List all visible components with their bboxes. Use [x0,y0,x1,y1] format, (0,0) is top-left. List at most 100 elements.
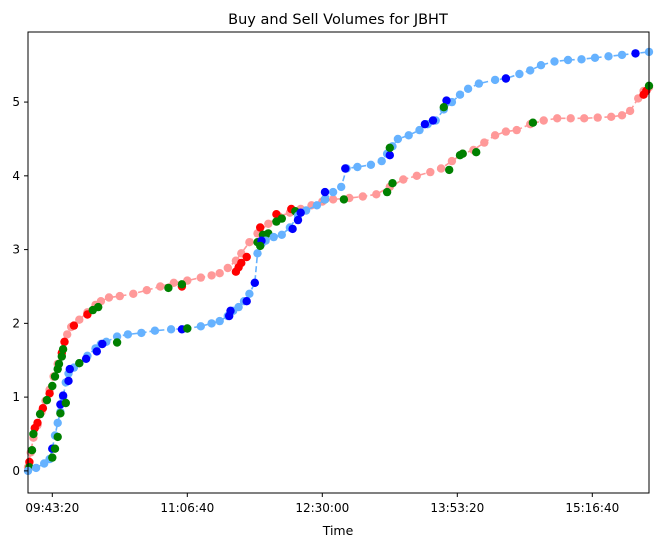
buy-point [215,316,224,326]
buy-blue-point [293,215,303,225]
sell-point [142,286,151,295]
x-tick-label: 12:30:00 [295,501,349,515]
x-axis-label: Time [322,523,354,538]
sell-point [129,289,138,298]
buy-blue-point [226,306,235,315]
buy-blue-point [501,74,511,83]
buy-point [404,131,413,140]
buy-blue-point [385,151,394,160]
y-tick-label: 1 [12,390,20,404]
sell-green-point [94,302,103,312]
buy-green-point [112,338,122,347]
sell-point [436,164,446,173]
sell-red-point [256,223,265,232]
buy-blue-point [65,364,75,374]
sell-point [593,113,602,122]
buy-blue-point [320,187,330,197]
sell-red-point [237,258,246,268]
sell-green-point [277,214,286,223]
buy-blue-point [58,391,68,400]
buy-point [393,134,403,144]
sell-green-point [58,345,68,354]
sell-point [358,192,367,201]
buy-point [112,332,122,341]
sell-green-point [57,352,66,361]
buy-green-point [439,103,448,112]
buy-point [474,79,484,88]
buy-green-point [48,453,57,462]
y-tick-label: 4 [12,169,20,183]
buy-point [123,330,133,339]
sell-point [372,190,381,199]
buy-point [253,249,262,258]
sell-green-point [27,446,37,455]
sell-point [580,114,589,123]
buy-point [366,160,376,169]
sell-green-point [35,409,45,419]
buy-point [563,55,573,65]
sell-point [412,171,421,180]
sell-point [480,138,489,147]
sell-point [115,291,125,301]
buy-green-point [385,143,394,152]
sell-point [607,112,616,122]
buy-point [245,289,254,298]
buy-point [526,66,535,75]
sell-point [75,315,84,324]
sell-green-point [382,187,392,197]
buy-blue-point [420,120,430,129]
y-tick-label: 5 [12,95,20,109]
buy-point [577,55,586,64]
plot-frame [27,31,650,494]
sell-green-point [388,179,397,188]
sell-point [426,167,435,177]
buy-point [463,84,473,94]
buy-blue-point [288,224,297,234]
buy-point [328,187,338,197]
sell-point [501,127,511,136]
buy-point [207,319,216,328]
buy-green-point [75,359,84,368]
buy-green-point [61,398,70,408]
sell-point [399,175,408,184]
buy-green-point [53,432,62,442]
buy-point [53,418,62,428]
sell-point [625,106,635,116]
sell-red-point [69,321,79,330]
y-tick-label: 3 [12,243,20,257]
buy-blue-point [296,208,305,217]
sell-green-point [54,359,64,369]
sell-point [566,114,575,123]
sell-point [512,125,521,135]
buy-point [196,322,205,331]
sell-red-point [33,418,42,428]
buy-point [277,230,286,239]
sell-point [328,195,338,204]
sell-point [490,131,500,140]
sell-point [553,114,562,123]
buy-point [490,75,500,85]
buy-point [455,90,465,99]
sell-point [207,271,216,280]
sell-green-point [177,280,187,289]
sell-green-point [50,372,60,381]
buy-point [166,325,176,334]
sell-point [62,330,72,339]
buy-point [377,156,386,166]
sell-green-point [528,118,538,127]
sell-point [223,263,232,273]
buy-green-point [56,409,65,418]
buy-point [337,182,346,192]
buy-point [312,201,322,210]
buy-blue-point [341,164,350,173]
buy-blue-point [631,49,640,58]
sell-point [539,116,548,125]
buy-point [536,60,546,70]
chart-title: Buy and Sell Volumes for JBHT [228,12,448,28]
buy-green-point [256,241,265,251]
sell-point [245,238,254,247]
buy-point [353,162,362,172]
axes: 09:43:20 11:06:40 12:30:00 13:53:20 15:16:40… [12,95,619,515]
